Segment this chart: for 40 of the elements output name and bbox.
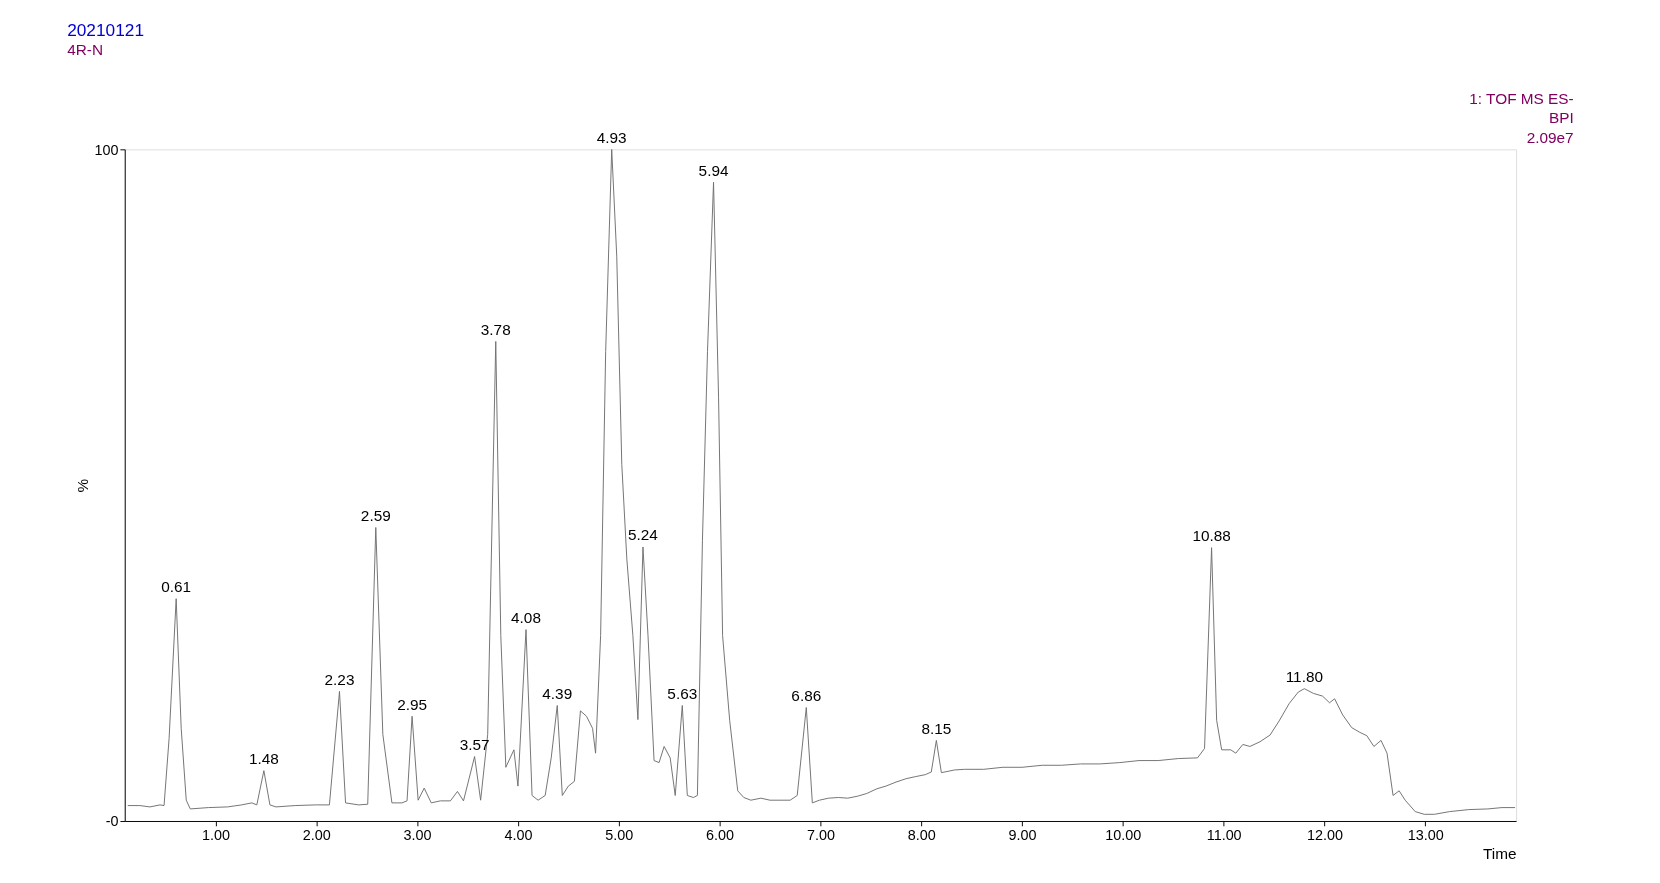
chart-subtitle: 4R-N xyxy=(67,41,103,59)
annotation: 4.08 xyxy=(511,608,541,626)
annotation: 2.59 xyxy=(360,506,391,524)
annotation: 4.93 xyxy=(596,128,627,146)
x-axis-title: Time xyxy=(1483,844,1517,862)
chart-title: 20210121 xyxy=(67,20,144,41)
annotation: 0.61 xyxy=(161,577,192,595)
annotation: 1.48 xyxy=(248,749,279,767)
text: 1: TOF MS ES- xyxy=(1469,90,1574,108)
annotation: 6.86 xyxy=(791,686,822,704)
x-tick-label: 9.00 xyxy=(1008,826,1037,843)
annotation: 5.63 xyxy=(667,684,698,702)
annotation: 3.78 xyxy=(480,320,511,338)
annotation: 2.95 xyxy=(397,695,428,713)
x-tick-label: 12.00 xyxy=(1307,826,1343,843)
annotation: 8.15 xyxy=(921,719,952,737)
annotation: 10.88 xyxy=(1192,526,1231,544)
text: BPI xyxy=(1548,109,1574,127)
y-axis-title: % xyxy=(73,478,91,493)
x-tick-label: 11.00 xyxy=(1206,826,1242,843)
x-tick-label: 5.00 xyxy=(605,826,634,843)
annotation: 3.57 xyxy=(459,735,490,753)
x-tick-label: 1.00 xyxy=(201,826,230,843)
x-tick-label: 10.00 xyxy=(1105,826,1142,843)
x-tick-label: 7.00 xyxy=(806,826,835,843)
y-tick-label: -0 xyxy=(105,813,119,830)
annotation: 4.39 xyxy=(542,684,573,702)
annotation: 2.23 xyxy=(324,670,355,688)
x-tick-label: 4.00 xyxy=(504,826,533,843)
annotation: 5.94 xyxy=(698,161,729,179)
x-tick-label: 8.00 xyxy=(907,826,936,843)
x-tick-label: 3.00 xyxy=(403,826,432,843)
annotation: 11.80 xyxy=(1285,667,1323,685)
y-tick-label: 100 xyxy=(94,141,119,158)
x-tick-label: 6.00 xyxy=(706,826,735,843)
x-tick-label: 13.00 xyxy=(1407,826,1444,843)
annotation: 5.24 xyxy=(628,526,659,544)
line-series xyxy=(127,149,1516,815)
text: 2.09e7 xyxy=(1526,128,1574,146)
x-tick-label: 2.00 xyxy=(302,826,331,843)
